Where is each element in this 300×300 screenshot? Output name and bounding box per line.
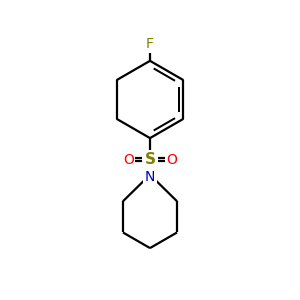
Text: O: O: [123, 152, 134, 167]
Text: O: O: [166, 152, 177, 167]
Text: F: F: [146, 38, 154, 52]
Text: N: N: [145, 170, 155, 184]
Text: S: S: [145, 152, 155, 167]
